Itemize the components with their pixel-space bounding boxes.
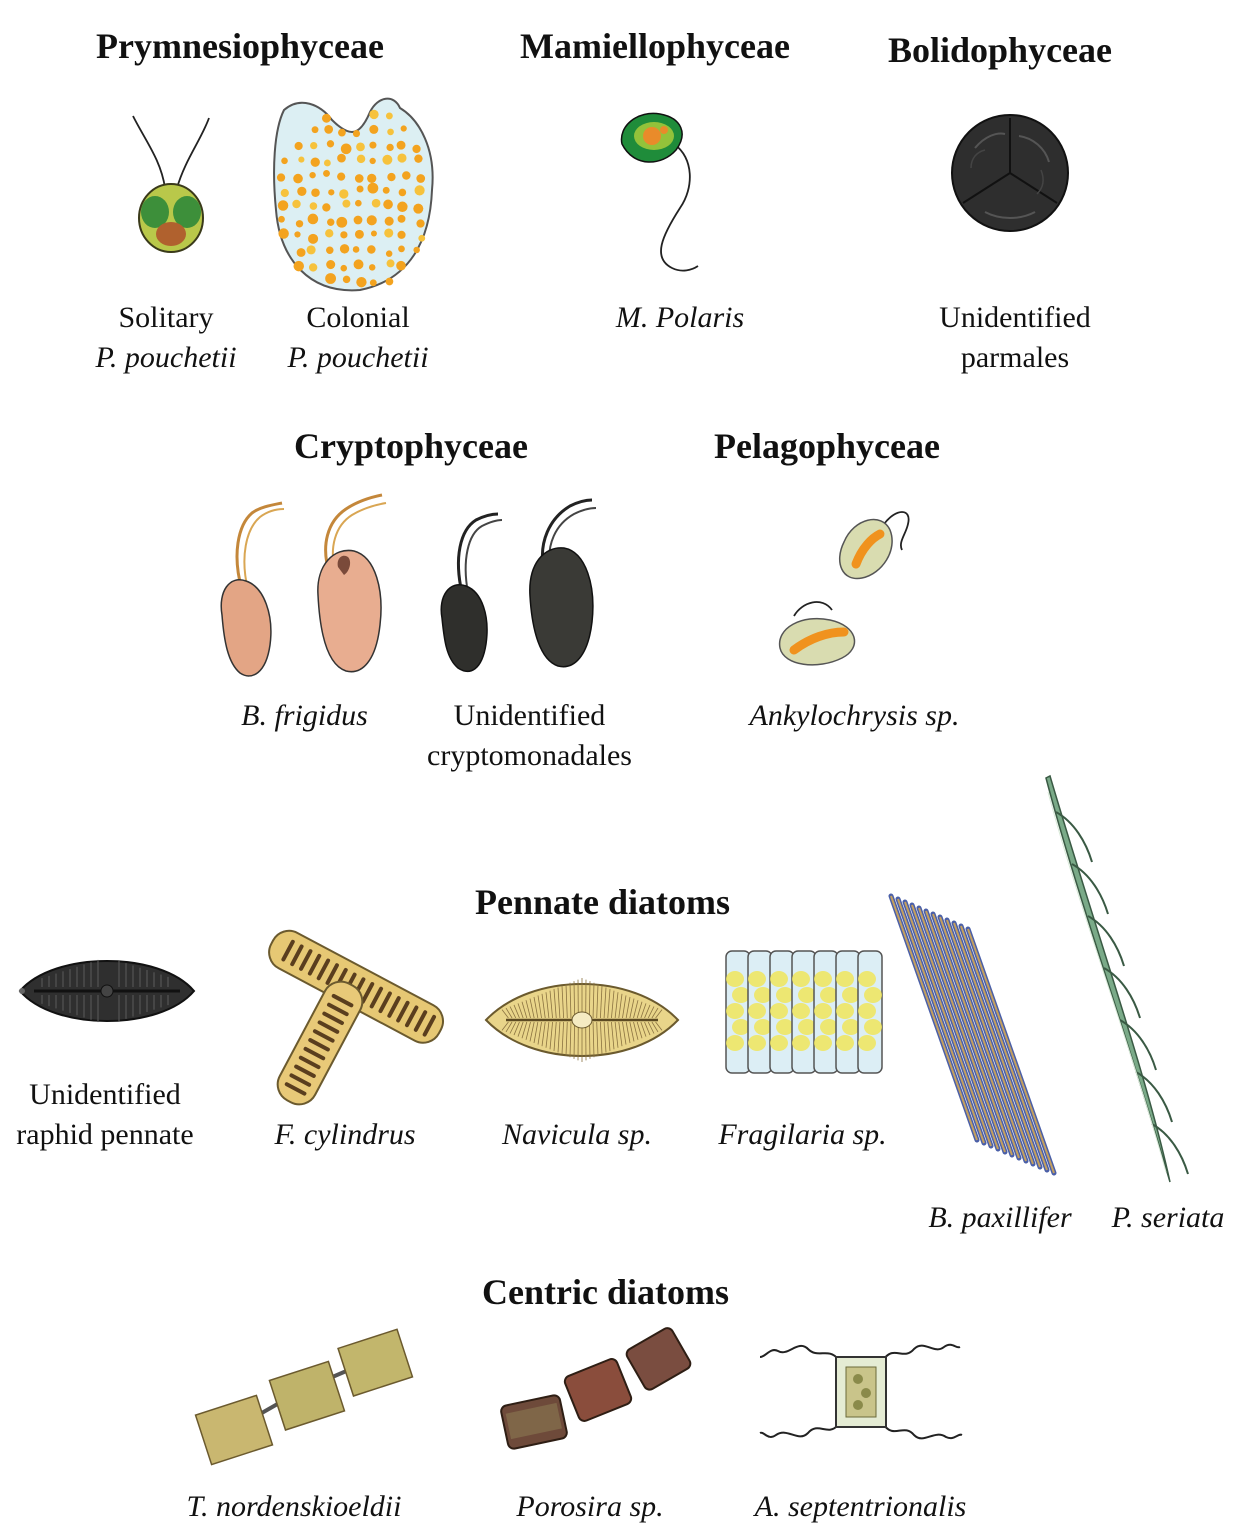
label-fragilaria: Fragilaria sp. <box>718 1118 887 1151</box>
label-bfrigidus: B. frigidus <box>241 699 368 732</box>
label-ankylochrysis: Ankylochrysis sp. <box>749 699 960 732</box>
fcylindrus-illustration <box>268 929 444 1106</box>
label-aseptentrionalis: A. septentrionalis <box>754 1490 967 1523</box>
label-solitary-pouchetii: Solitary P. pouchetii <box>86 298 246 378</box>
label-raphid-line1: Unidentified <box>29 1078 181 1111</box>
label-pseriata: P. seriata <box>1111 1201 1225 1234</box>
bfrigidus-illustration <box>220 493 387 677</box>
heading-pennate-diatoms: Pennate diatoms <box>475 882 730 922</box>
label-tnordenskioeldii: T. nordenskioeldii <box>186 1490 402 1523</box>
label-raphid-pennate: Unidentified raphid pennate <box>2 1075 208 1155</box>
bpaxillifer-rods <box>888 893 1057 1176</box>
heading-pelagophyceae: Pelagophyceae <box>714 426 940 466</box>
navicula-illustration <box>484 978 680 1062</box>
fragilaria-illustration <box>725 950 883 1074</box>
heading-centric-diatoms: Centric diatoms <box>482 1272 729 1312</box>
solitary-pouchetii-illustration <box>132 115 210 253</box>
heading-prymnesiophyceae: Prymnesiophyceae <box>96 26 384 66</box>
label-bpaxillifer: B. paxillifer <box>928 1201 1072 1234</box>
label-parmales: Unidentified parmales <box>920 298 1110 378</box>
label-colonial-line2: P. pouchetii <box>287 341 429 374</box>
label-cryptomonadales: Unidentified cryptomonadales <box>412 696 647 776</box>
label-mpolaris: M. Polaris <box>615 301 745 334</box>
pseriata-cells <box>1045 774 1189 1183</box>
raphid-striae <box>41 959 169 1023</box>
label-raphid-line2: raphid pennate <box>16 1118 194 1151</box>
heading-mamiellophyceae: Mamiellophyceae <box>520 26 790 66</box>
ankylochrysis-illustration <box>778 511 910 666</box>
heading-cryptophyceae: Cryptophyceae <box>294 426 528 466</box>
raphid-pennate-illustration <box>18 959 196 1023</box>
pseriata-illustration <box>1045 774 1189 1183</box>
cryptomonadales-illustration <box>440 498 597 673</box>
label-colonial-line1: Colonial <box>306 301 410 334</box>
label-parmales-line1: Unidentified <box>939 301 1091 334</box>
tnordenskioeldii-illustration <box>194 1328 414 1466</box>
label-crypto-line1: Unidentified <box>453 699 606 732</box>
bpaxillifer-illustration <box>888 893 1057 1176</box>
label-parmales-line2: parmales <box>960 341 1070 374</box>
label-solitary-line2: P. pouchetii <box>95 341 237 374</box>
porosira-illustration <box>500 1327 692 1450</box>
heading-bolidophyceae: Bolidophyceae <box>888 30 1113 70</box>
fragilaria-cells <box>725 950 883 1074</box>
label-fcylindrus: F. cylindrus <box>274 1118 416 1151</box>
label-navicula: Navicula sp. <box>502 1118 652 1151</box>
colony-cells <box>276 109 426 288</box>
navicula-striae <box>501 978 663 1062</box>
label-solitary-line1: Solitary <box>118 301 214 334</box>
parmales-illustration <box>951 114 1069 232</box>
aseptentrionalis-illustration <box>759 1343 963 1440</box>
label-crypto-line2: cryptomonadales <box>427 739 632 772</box>
mpolaris-illustration <box>620 112 699 272</box>
label-porosira: Porosira sp. <box>516 1490 664 1523</box>
colonial-pouchetii-illustration <box>273 97 434 292</box>
label-colonial-pouchetii: Colonial P. pouchetii <box>278 298 438 378</box>
